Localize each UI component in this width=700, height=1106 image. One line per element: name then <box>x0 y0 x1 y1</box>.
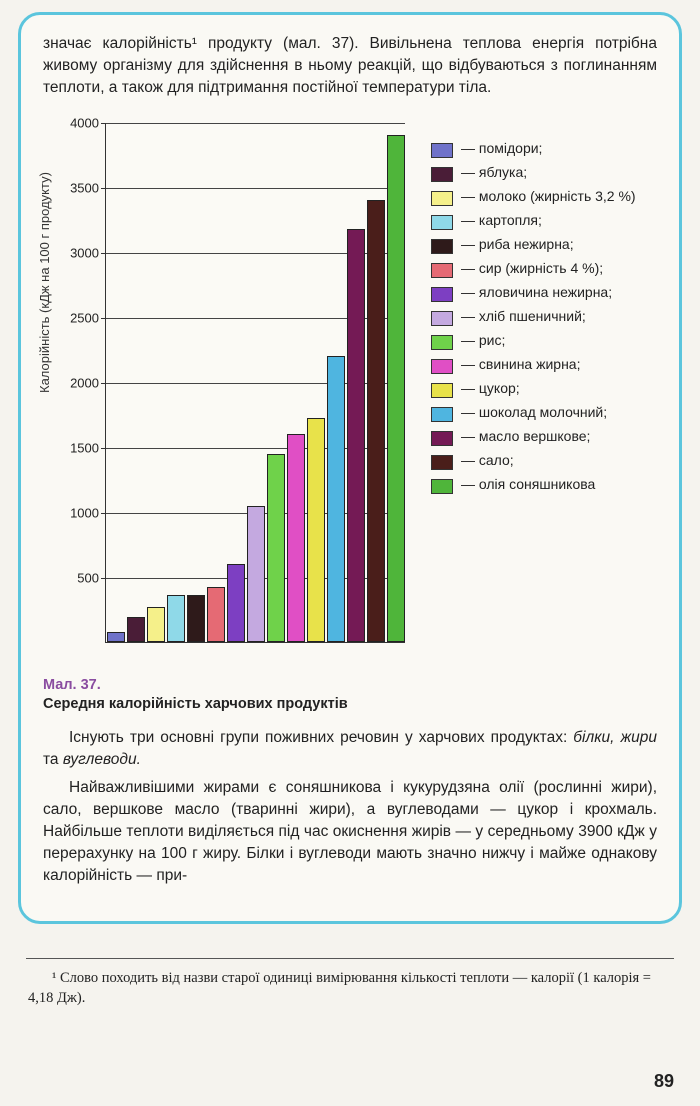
chart-tickmark <box>101 383 106 384</box>
chart-ytick-label: 1500 <box>55 441 99 456</box>
chart-tickmark <box>101 188 106 189</box>
legend-swatch <box>431 191 453 206</box>
chart-bar <box>227 564 245 642</box>
chart-ytick-label: 4000 <box>55 116 99 131</box>
legend-label: — молоко (жирність 3,2 %) <box>461 189 636 204</box>
chart-bar <box>387 135 405 642</box>
legend-item: — риба нежирна; <box>431 237 657 254</box>
figure: Калорійність (кДж на 100 г продукту) 500… <box>43 113 657 663</box>
legend-label: — яблука; <box>461 165 527 180</box>
chart-bar <box>307 418 325 642</box>
chart-tickmark <box>101 578 106 579</box>
chart-bar <box>167 595 185 642</box>
legend-swatch <box>431 215 453 230</box>
chart-bar <box>327 356 345 642</box>
para2-mid: та <box>43 751 63 768</box>
chart-ytick-label: 3500 <box>55 181 99 196</box>
legend-swatch <box>431 167 453 182</box>
legend-item: — сало; <box>431 453 657 470</box>
chart-bar <box>267 454 285 643</box>
legend-item: — олія соняшникова <box>431 477 657 494</box>
legend-label: — риба нежирна; <box>461 237 574 252</box>
chart-tickmark <box>101 448 106 449</box>
para3-text: Найважливішими жирами є соняшникова і ку… <box>43 779 657 884</box>
legend-swatch <box>431 335 453 350</box>
legend-label: — шоколад молочний; <box>461 405 607 420</box>
content-card: значає калорійність¹ продукту (мал. 37).… <box>18 12 682 924</box>
legend-swatch <box>431 311 453 326</box>
footnote-rule <box>26 958 674 959</box>
legend-label: — хліб пшеничний; <box>461 309 586 324</box>
legend-swatch <box>431 383 453 398</box>
legend-item: — картопля; <box>431 213 657 230</box>
figure-caption: Мал. 37. Середня калорійність харчових п… <box>43 677 657 713</box>
legend-swatch <box>431 143 453 158</box>
legend-label: — масло вершкове; <box>461 429 590 444</box>
chart-bar <box>127 617 145 642</box>
chart-area: Калорійність (кДж на 100 г продукту) 500… <box>43 113 413 663</box>
legend-label: — олія соняшникова <box>461 477 595 492</box>
chart-ytick-label: 2000 <box>55 376 99 391</box>
legend-swatch <box>431 263 453 278</box>
para2-pre: Існують три основні групи поживних речов… <box>69 729 573 746</box>
legend-label: — сало; <box>461 453 514 468</box>
chart-gridline <box>106 188 405 189</box>
chart-bar <box>367 200 385 642</box>
legend-item: — масло вершкове; <box>431 429 657 446</box>
legend-item: — цукор; <box>431 381 657 398</box>
chart-bar <box>187 595 205 642</box>
chart-tickmark <box>101 513 106 514</box>
legend-item: — рис; <box>431 333 657 350</box>
legend-item: — молоко (жирність 3,2 %) <box>431 189 657 206</box>
legend-swatch <box>431 407 453 422</box>
legend-item: — свинина жирна; <box>431 357 657 374</box>
chart-ytick-label: 3000 <box>55 246 99 261</box>
chart-y-axis-label: Калорійність (кДж на 100 г продукту) <box>37 172 52 393</box>
legend-label: — яловичина нежирна; <box>461 285 612 300</box>
legend-item: — яловичина нежирна; <box>431 285 657 302</box>
chart-bar <box>287 434 305 642</box>
chart-ytick-label: 500 <box>55 571 99 586</box>
page-number: 89 <box>654 1071 674 1092</box>
chart-gridline <box>106 123 405 124</box>
para2-ital2: вуглеводи. <box>63 751 141 768</box>
chart-ytick-label: 2500 <box>55 311 99 326</box>
para2-ital1: білки, жири <box>573 729 657 746</box>
chart-bar <box>247 506 265 643</box>
legend-item: — яблука; <box>431 165 657 182</box>
figure-title: Середня калорійність харчових продуктів <box>43 696 348 712</box>
legend-item: — помідори; <box>431 141 657 158</box>
chart-ytick-label: 1000 <box>55 506 99 521</box>
footnote: ¹ Слово походить від назви старої одиниц… <box>18 969 682 1008</box>
chart-bar <box>347 229 365 642</box>
chart-plot <box>105 123 405 643</box>
chart-tickmark <box>101 123 106 124</box>
legend-swatch <box>431 431 453 446</box>
legend-label: — картопля; <box>461 213 542 228</box>
body-paragraph-3: Найважливішими жирами є соняшникова і ку… <box>43 777 657 887</box>
legend-item: — хліб пшеничний; <box>431 309 657 326</box>
legend-swatch <box>431 479 453 494</box>
footnote-text: ¹ Слово походить від назви старої одиниц… <box>28 970 651 1006</box>
chart-legend: — помідори; — яблука; — молоко (жирність 3… <box>413 113 657 663</box>
legend-label: — рис; <box>461 333 505 348</box>
legend-item: — шоколад молочний; <box>431 405 657 422</box>
figure-number: Мал. 37. <box>43 677 657 693</box>
legend-swatch <box>431 287 453 302</box>
legend-label: — цукор; <box>461 381 520 396</box>
chart-tickmark <box>101 318 106 319</box>
intro-paragraph: значає калорійність¹ продукту (мал. 37).… <box>43 33 657 99</box>
legend-swatch <box>431 455 453 470</box>
legend-swatch <box>431 239 453 254</box>
chart-bar <box>107 632 125 642</box>
chart-tickmark <box>101 253 106 254</box>
legend-item: — сир (жирність 4 %); <box>431 261 657 278</box>
legend-label: — сир (жирність 4 %); <box>461 261 603 276</box>
legend-label: — помідори; <box>461 141 542 156</box>
legend-label: — свинина жирна; <box>461 357 581 372</box>
legend-swatch <box>431 359 453 374</box>
chart-bar <box>147 607 165 642</box>
body-paragraph-2: Існують три основні групи поживних речов… <box>43 727 657 771</box>
chart-bar <box>207 587 225 642</box>
